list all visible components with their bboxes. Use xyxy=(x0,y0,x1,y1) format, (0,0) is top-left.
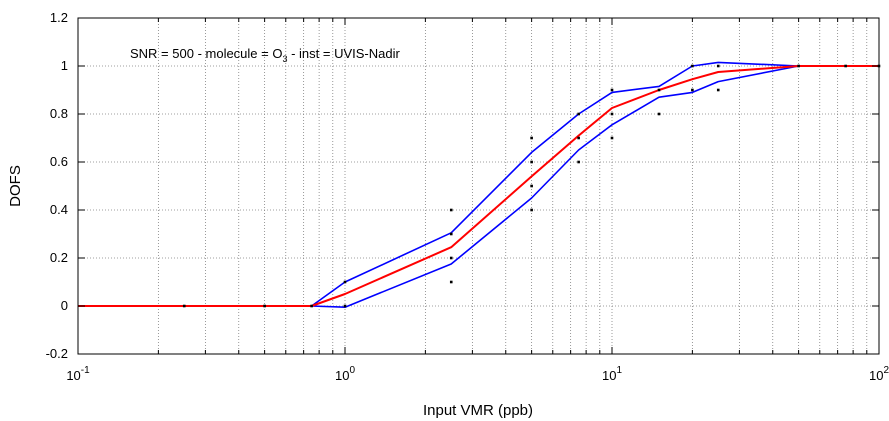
grid xyxy=(78,18,879,354)
data-point xyxy=(449,232,453,236)
data-point xyxy=(530,184,533,188)
series-line-mean xyxy=(78,65,879,307)
x-tick-label-exponent: 1 xyxy=(616,365,622,376)
y-tick-label: 0.2 xyxy=(50,250,68,265)
data-point xyxy=(797,64,800,68)
x-tick-label: 100 xyxy=(335,365,355,383)
data-point xyxy=(449,280,453,284)
data-point xyxy=(577,136,580,140)
data-point xyxy=(716,88,720,92)
data-point xyxy=(530,136,533,140)
x-tick-label: 10-1 xyxy=(66,365,90,383)
plot-frame xyxy=(77,17,880,355)
data-point xyxy=(449,256,453,260)
data-point xyxy=(449,208,453,212)
data-point xyxy=(263,304,266,308)
y-tick-label: -0.2 xyxy=(46,346,68,361)
y-tick-label: 0 xyxy=(61,298,68,313)
x-axis-title: Input VMR (ppb) xyxy=(423,402,533,419)
ticks-layer xyxy=(77,17,879,355)
data-point xyxy=(657,88,661,92)
x-tick-label-base: 10 xyxy=(869,368,883,383)
y-tick-label: 0.6 xyxy=(50,154,68,169)
x-tick-label-exponent: 0 xyxy=(349,365,355,376)
data-point xyxy=(610,88,614,92)
annotation: SNR = 500 - molecule = O3 - inst = UVIS-… xyxy=(130,46,400,64)
data-point xyxy=(577,160,580,164)
y-tick-label: 1.2 xyxy=(50,10,68,25)
annotation-text-end: - inst = UVIS-Nadir xyxy=(287,46,400,61)
data-point xyxy=(577,112,580,116)
x-tick-label: 101 xyxy=(602,365,622,383)
x-tick-labels: 10-1 100 101 102 xyxy=(66,365,889,383)
data-point xyxy=(343,280,347,284)
data-point xyxy=(691,64,694,68)
y-axis-title: DOFS xyxy=(7,165,24,207)
y-tick-label: 0.8 xyxy=(50,106,68,121)
data-point xyxy=(610,136,614,140)
x-tick-label-base: 10 xyxy=(602,368,616,383)
data-point xyxy=(610,112,614,116)
plot-background xyxy=(78,18,879,354)
data-point xyxy=(716,64,720,68)
x-tick-label: 102 xyxy=(869,365,889,383)
data-point xyxy=(530,160,533,164)
annotation-text: SNR = 500 - molecule = O xyxy=(130,46,282,61)
annotation-subscript: 3 xyxy=(282,54,287,64)
data-point xyxy=(657,112,661,116)
data-point xyxy=(182,304,186,308)
data-point xyxy=(530,208,533,212)
data-point xyxy=(310,304,313,308)
x-tick-label-base: 10 xyxy=(66,368,80,383)
x-tick-label-base: 10 xyxy=(335,368,349,383)
y-tick-label: 0.4 xyxy=(50,202,68,217)
x-tick-label-exponent: 2 xyxy=(883,365,889,376)
y-tick-labels: -0.2 0 0.2 0.4 0.6 0.8 1 1.2 xyxy=(46,10,68,361)
data-point xyxy=(691,88,694,92)
data-point xyxy=(343,304,347,308)
data-point xyxy=(844,64,847,68)
x-tick-label-exponent: -1 xyxy=(81,365,90,376)
y-tick-label: 1 xyxy=(61,58,68,73)
